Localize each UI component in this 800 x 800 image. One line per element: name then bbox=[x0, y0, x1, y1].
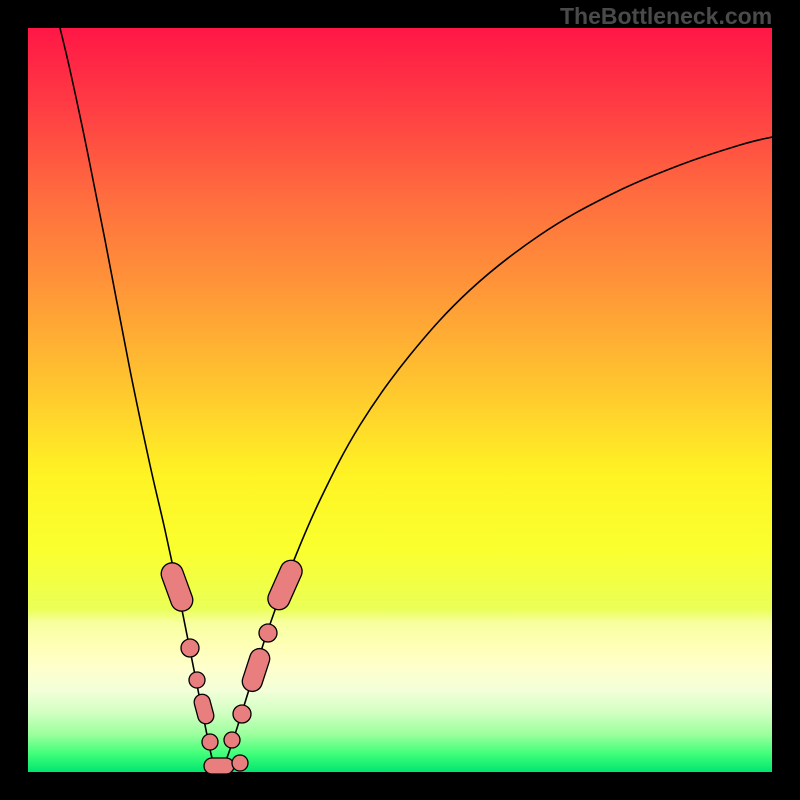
marker-dot bbox=[259, 624, 277, 642]
marker-dot bbox=[189, 672, 205, 688]
chart-svg bbox=[0, 0, 800, 800]
marker-dot bbox=[202, 734, 218, 750]
marker-capsule bbox=[204, 758, 234, 774]
marker-dot bbox=[232, 755, 248, 771]
plot-background bbox=[28, 28, 772, 772]
marker-dot bbox=[224, 732, 240, 748]
marker-dot bbox=[233, 705, 251, 723]
chart-container: TheBottleneck.com bbox=[0, 0, 800, 800]
watermark-text: TheBottleneck.com bbox=[560, 3, 772, 30]
marker-dot bbox=[181, 639, 199, 657]
